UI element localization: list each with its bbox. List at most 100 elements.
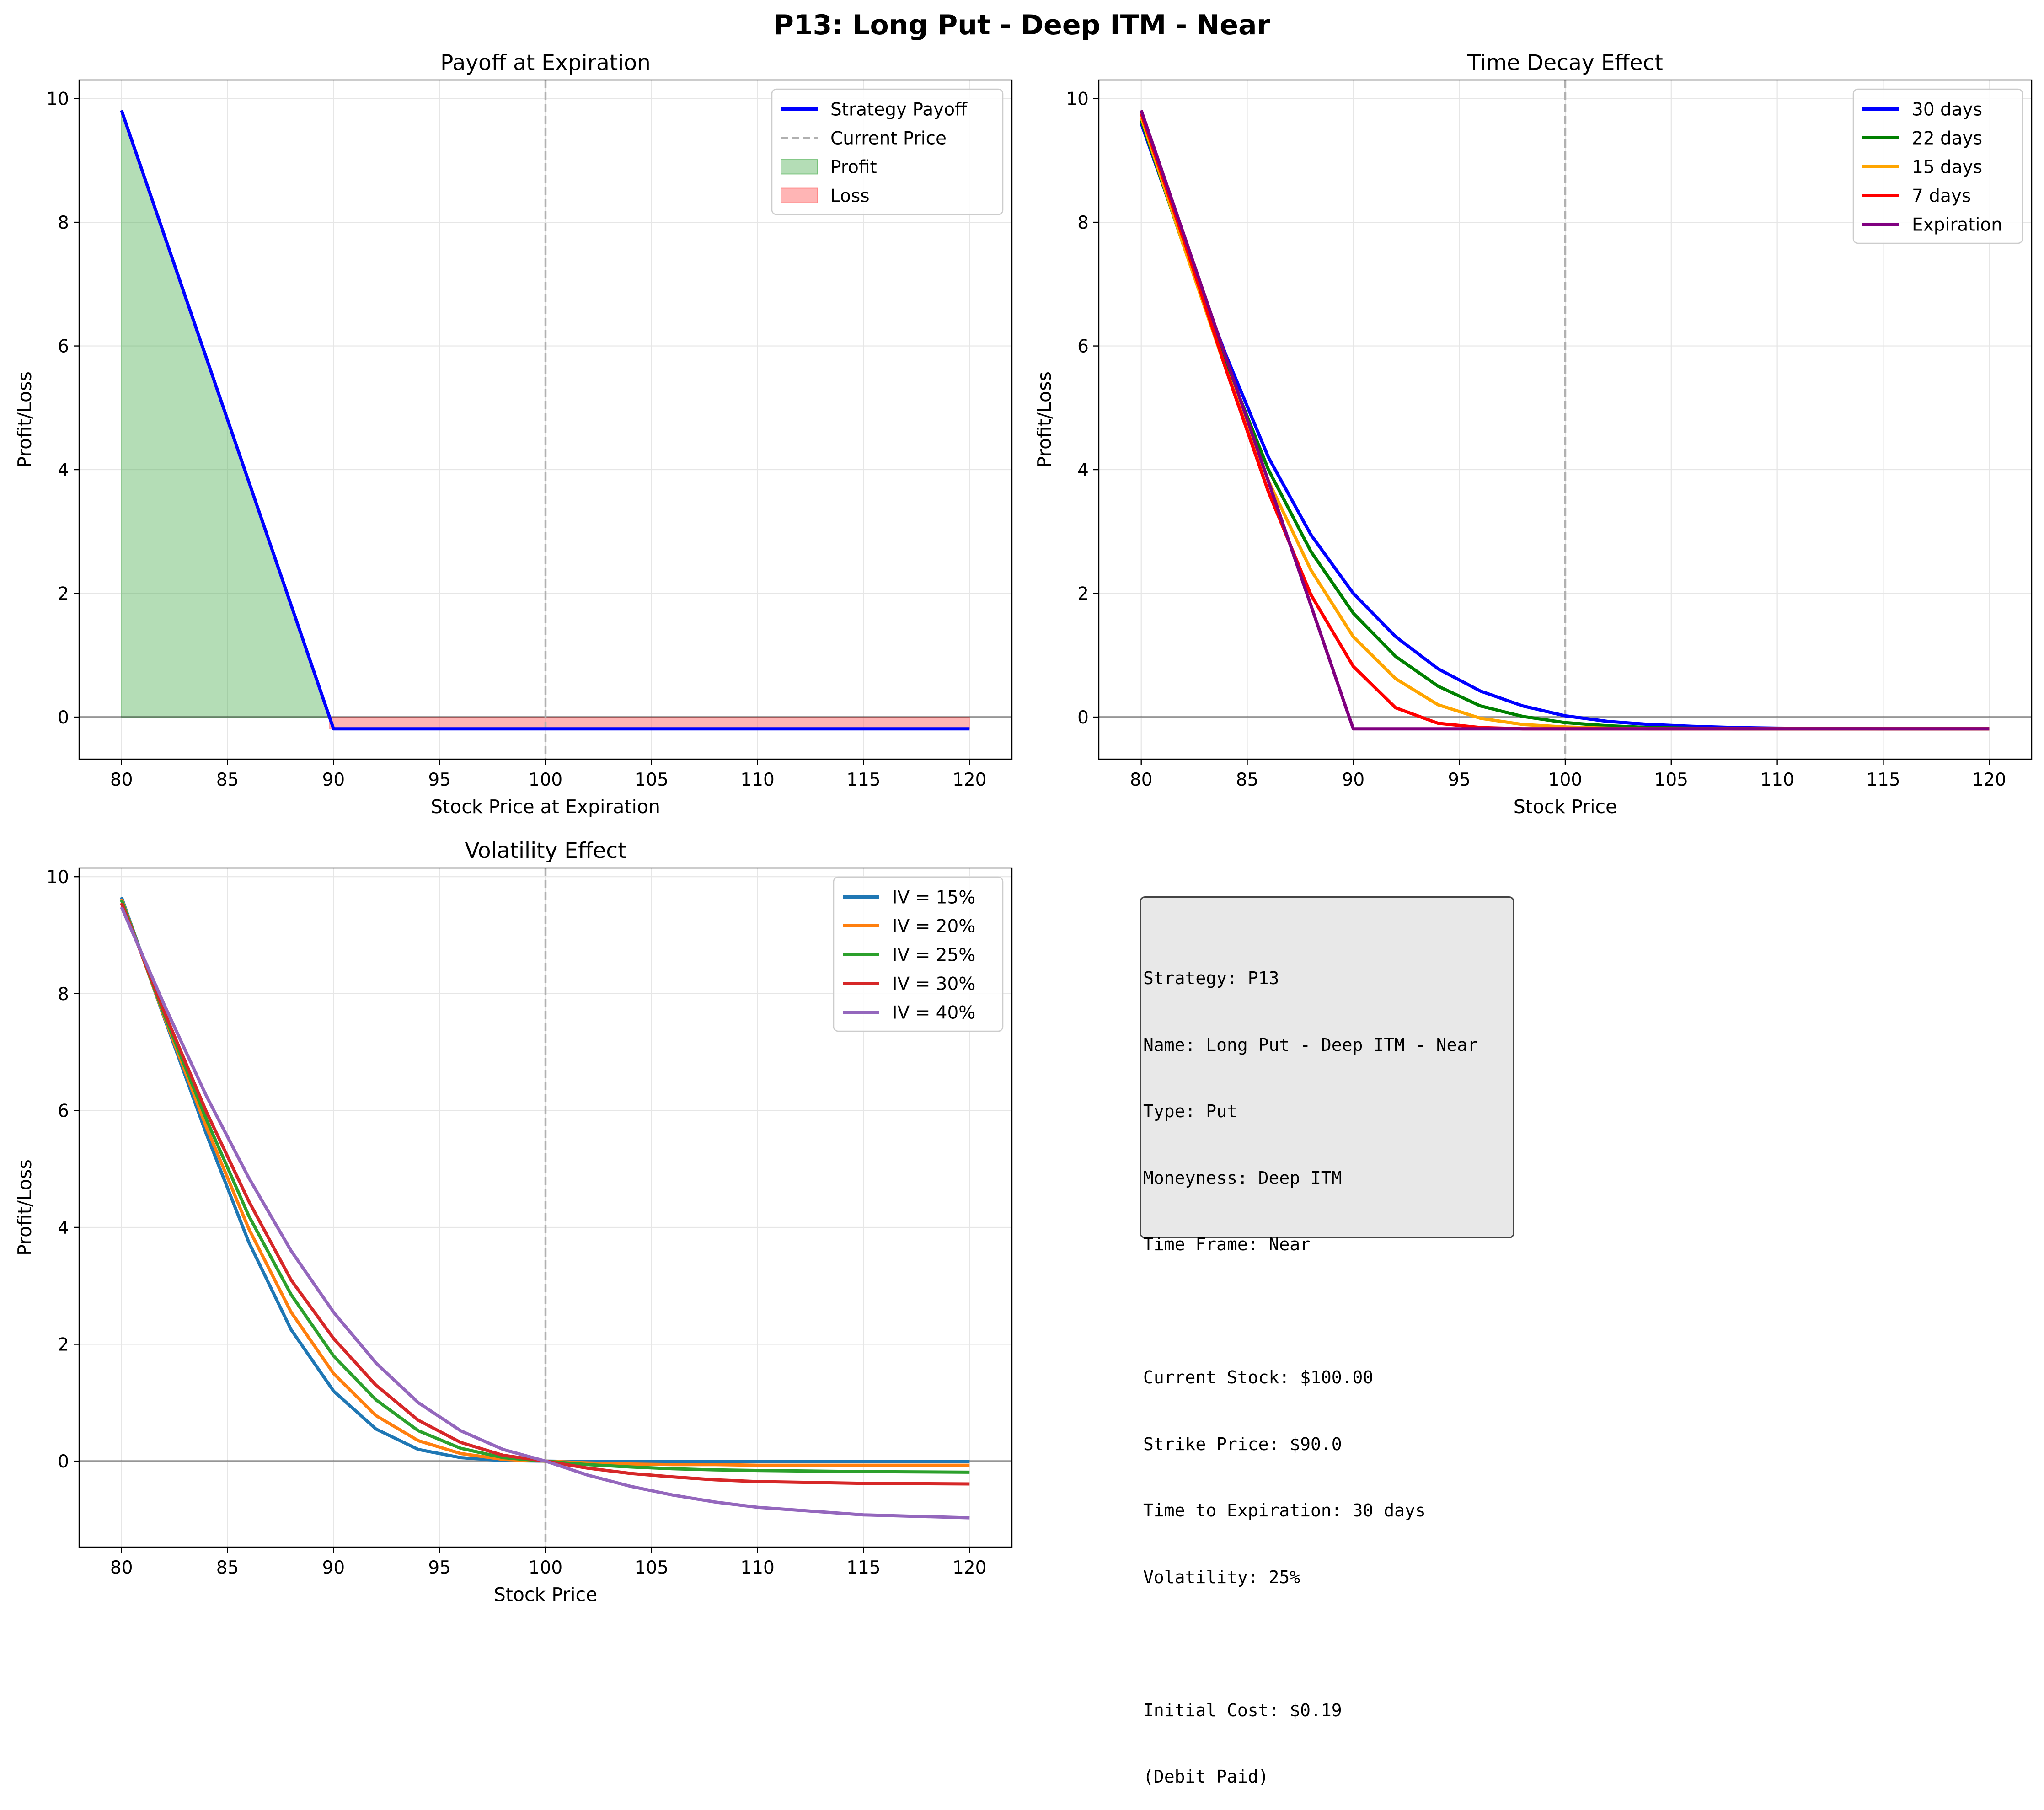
plot-area bbox=[1099, 80, 2032, 759]
legend-label: Profit bbox=[830, 157, 877, 178]
axes-title: Time Decay Effect bbox=[1467, 50, 1663, 75]
x-tick-label: 95 bbox=[428, 1558, 451, 1578]
y-tick-label: 4 bbox=[58, 1218, 69, 1238]
legend-label: IV = 30% bbox=[892, 974, 975, 995]
loss-fill bbox=[329, 717, 970, 729]
time-decay-chart: 80 85 90 95 100 105 110 115 120 0 2 4 6 8 10 Time Decay… bbox=[1033, 50, 2033, 818]
legend-item: 30 days bbox=[1862, 100, 1982, 120]
legend-label: Loss bbox=[830, 186, 870, 207]
legend-label: 15 days bbox=[1912, 157, 1982, 178]
legend-item: 7 days bbox=[1862, 186, 1971, 207]
y-tick-label: 8 bbox=[58, 213, 69, 233]
info-moneyness: Moneyness: Deep ITM bbox=[1143, 1167, 1342, 1188]
axes-title: Payoff at Expiration bbox=[440, 50, 651, 75]
y-tick-label: 10 bbox=[46, 867, 69, 888]
x-tick-label: 120 bbox=[1972, 770, 2006, 790]
plot-area bbox=[79, 868, 1012, 1547]
x-tick-label: 90 bbox=[1342, 770, 1365, 790]
series-line bbox=[120, 900, 970, 1474]
x-tick-label: 110 bbox=[740, 770, 774, 790]
x-tick-label: 100 bbox=[529, 770, 562, 790]
legend-label: IV = 20% bbox=[892, 916, 975, 937]
y-tick-label: 2 bbox=[1077, 584, 1089, 605]
y-tick-label: 6 bbox=[58, 337, 69, 357]
legend-frame bbox=[1852, 88, 2023, 244]
y-tick-label: 4 bbox=[58, 460, 69, 481]
legend-frame bbox=[771, 88, 1004, 215]
legend-swatch bbox=[781, 187, 818, 203]
legend-swatch bbox=[781, 159, 818, 175]
legend-label: Current Price bbox=[830, 129, 947, 149]
x-tick-label: 90 bbox=[322, 1558, 345, 1578]
y-tick-label: 10 bbox=[1066, 89, 1089, 110]
y-axis-label: Profit/Loss bbox=[1033, 371, 1055, 468]
legend: Strategy Payoff Current Price Profit Loss bbox=[771, 88, 1004, 215]
y-axis-label: Profit/Loss bbox=[14, 371, 36, 468]
volatility-chart: 80 85 90 95 100 105 110 115 120 0 2 4 6 8 10 Volatility… bbox=[14, 838, 1013, 1606]
x-tick-label: 100 bbox=[1548, 770, 1582, 790]
y-tick-label: 2 bbox=[58, 584, 69, 605]
x-tick-label: 110 bbox=[740, 1558, 774, 1578]
legend-item: IV = 25% bbox=[843, 945, 975, 966]
y-tick-label: 4 bbox=[1077, 460, 1089, 481]
y-tick-label: 2 bbox=[58, 1335, 69, 1355]
info-name: Name: Long Put - Deep ITM - Near bbox=[1143, 1034, 1478, 1055]
legend-label: 22 days bbox=[1912, 129, 1982, 149]
legend-item: IV = 15% bbox=[843, 888, 975, 908]
x-tick-label: 105 bbox=[635, 1558, 669, 1578]
x-tick-label: 120 bbox=[952, 1558, 986, 1578]
x-tick-label: 115 bbox=[1866, 770, 1900, 790]
x-axis-label: Stock Price bbox=[1514, 796, 1617, 818]
x-tick-label: 85 bbox=[216, 1558, 239, 1578]
legend-item: Expiration bbox=[1862, 215, 2002, 236]
info-time-to-expiration: Time to Expiration: 30 days bbox=[1143, 1500, 1426, 1521]
y-tick-label: 0 bbox=[58, 1451, 69, 1472]
series-line bbox=[120, 906, 970, 1520]
y-axis-label: Profit/Loss bbox=[14, 1159, 36, 1256]
legend-frame bbox=[833, 876, 1004, 1032]
y-tick-label: 6 bbox=[58, 1101, 69, 1121]
x-tick-label: 115 bbox=[846, 770, 880, 790]
legend-item: Strategy Payoff bbox=[781, 100, 968, 120]
series-line bbox=[120, 110, 970, 731]
x-tick-label: 80 bbox=[1130, 770, 1153, 790]
x-axis-label: Stock Price bbox=[494, 1584, 598, 1606]
info-debit-note: (Debit Paid) bbox=[1143, 1767, 1269, 1787]
y-tick-label: 0 bbox=[1077, 707, 1089, 728]
info-current-stock: Current Stock: $100.00 bbox=[1143, 1367, 1374, 1387]
strategy-info-text: Strategy: P13 Name: Long Put - Deep ITM … bbox=[1143, 923, 1518, 1810]
info-time-frame: Time Frame: Near bbox=[1143, 1234, 1311, 1254]
legend-item: Current Price bbox=[781, 129, 947, 149]
x-tick-label: 105 bbox=[1654, 770, 1688, 790]
legend: 30 days 22 days 15 days 7 days Expiration bbox=[1852, 88, 2023, 244]
legend-item: IV = 40% bbox=[843, 1003, 975, 1023]
legend-item: Loss bbox=[781, 186, 870, 207]
legend: IV = 15% IV = 20% IV = 25% IV = 30% IV = 40% bbox=[833, 876, 1004, 1032]
x-tick-label: 105 bbox=[635, 770, 669, 790]
info-strategy: Strategy: P13 bbox=[1143, 968, 1279, 988]
series-line bbox=[1140, 110, 1990, 731]
x-tick-label: 120 bbox=[952, 770, 986, 790]
legend-item: Profit bbox=[781, 157, 877, 178]
info-type: Type: Put bbox=[1143, 1101, 1237, 1121]
strategy-info-box bbox=[1140, 896, 1514, 1238]
series-line bbox=[120, 902, 970, 1486]
axes-title: Volatility Effect bbox=[465, 838, 626, 863]
series-line bbox=[120, 896, 970, 1463]
x-tick-label: 115 bbox=[846, 1558, 880, 1578]
y-tick-label: 10 bbox=[46, 89, 69, 110]
x-tick-label: 85 bbox=[216, 770, 239, 790]
x-tick-label: 90 bbox=[322, 770, 345, 790]
info-strike-price: Strike Price: $90.0 bbox=[1143, 1434, 1342, 1454]
legend-label: 30 days bbox=[1912, 100, 1982, 120]
payoff-chart: 80 85 90 95 100 105 110 115 120 0 2 4 6 8 10 Payoff at … bbox=[14, 50, 1013, 818]
x-axis-label: Stock Price at Expiration bbox=[431, 796, 660, 818]
info-initial-cost: Initial Cost: $0.19 bbox=[1143, 1700, 1342, 1720]
series-line bbox=[120, 898, 970, 1467]
y-tick-label: 6 bbox=[1077, 337, 1089, 357]
y-tick-label: 8 bbox=[58, 984, 69, 1005]
legend-item: IV = 30% bbox=[843, 974, 975, 995]
info-volatility: Volatility: 25% bbox=[1143, 1567, 1300, 1587]
x-tick-label: 85 bbox=[1236, 770, 1259, 790]
legend-label: Expiration bbox=[1912, 215, 2002, 236]
